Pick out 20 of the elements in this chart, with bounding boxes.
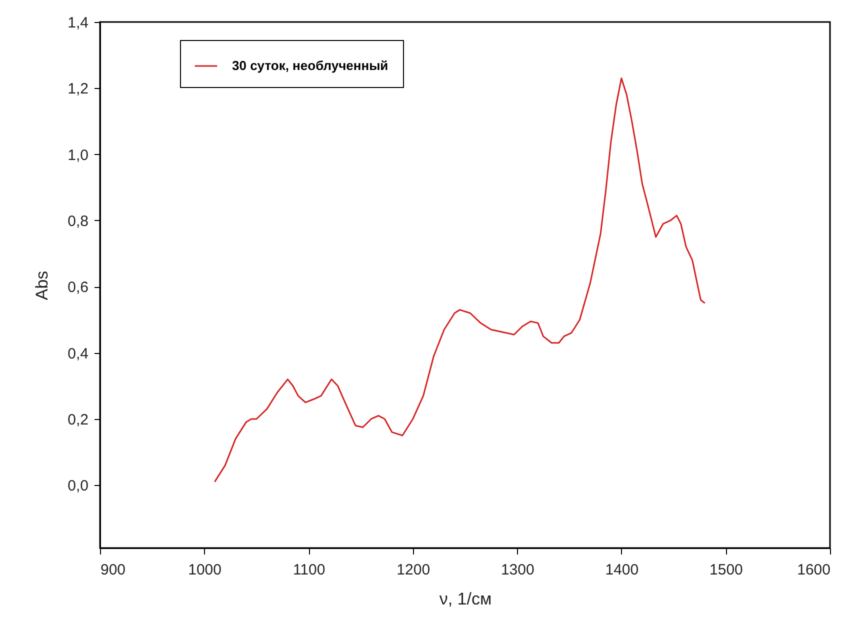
x-tick-label: 1600 bbox=[797, 562, 830, 578]
x-tick-label: 1300 bbox=[500, 562, 534, 578]
x-tick-label: 1500 bbox=[710, 562, 743, 578]
y-tick-label: 1,4 bbox=[68, 14, 88, 32]
y-tick-label: 0,8 bbox=[68, 212, 88, 230]
x-tick-label: 1000 bbox=[188, 562, 222, 578]
legend-label: 30 суток, необлученный bbox=[232, 58, 388, 73]
x-axis-title: ν, 1/см bbox=[439, 590, 492, 608]
y-tick-label: 1,0 bbox=[68, 146, 88, 164]
y-tick-label: 0,0 bbox=[68, 478, 88, 495]
line-series bbox=[214, 77, 706, 483]
y-tick-label: 0,2 bbox=[68, 411, 88, 428]
x-tick-label: 1100 bbox=[292, 562, 326, 578]
x-tick-label: 1200 bbox=[396, 562, 430, 578]
y-tick-label: 0,4 bbox=[68, 345, 88, 362]
x-tick-label: 1400 bbox=[605, 562, 639, 578]
y-tick-label: 0,6 bbox=[68, 279, 88, 296]
y-tick-label: 1,2 bbox=[68, 80, 88, 98]
x-tick-label: 900 bbox=[100, 562, 126, 578]
y-axis-title: Abs bbox=[32, 270, 52, 300]
